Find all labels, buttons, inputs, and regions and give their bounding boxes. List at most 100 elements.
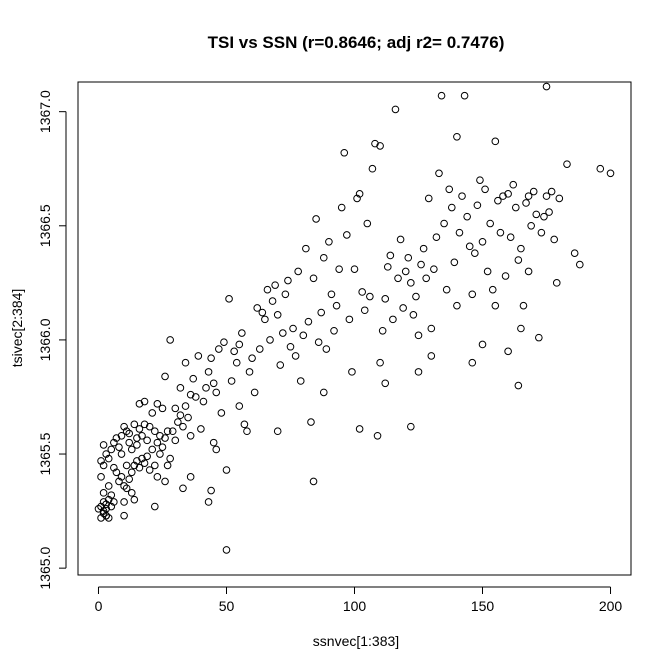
data-point: [133, 441, 141, 449]
data-point: [419, 244, 428, 253]
data-point: [414, 331, 423, 340]
data-point: [122, 427, 131, 436]
data-point: [120, 511, 128, 520]
data-point: [514, 381, 523, 390]
data-point: [117, 431, 126, 440]
data-point: [151, 461, 159, 470]
data-point: [97, 457, 105, 465]
data-point: [115, 443, 123, 451]
data-point: [122, 461, 131, 470]
data-point: [348, 368, 356, 376]
data-point: [435, 169, 443, 178]
data-points: [94, 82, 615, 554]
data-point: [161, 434, 169, 442]
data-point: [107, 502, 116, 511]
data-point: [156, 431, 164, 440]
data-point: [273, 427, 282, 436]
data-point: [437, 91, 446, 100]
data-point: [366, 292, 374, 301]
data-point: [174, 418, 182, 426]
data-point: [552, 279, 561, 287]
data-point: [524, 267, 533, 276]
data-point: [135, 400, 144, 408]
y-tick-label: 1367.0: [37, 90, 53, 133]
data-point: [151, 427, 159, 436]
data-point: [391, 105, 400, 114]
data-point: [504, 190, 512, 198]
data-point: [517, 324, 525, 333]
data-point: [511, 203, 520, 212]
data-point: [332, 301, 341, 310]
data-point: [250, 388, 259, 397]
data-point: [284, 276, 292, 285]
data-point: [127, 489, 136, 497]
data-point: [158, 404, 167, 413]
data-point: [222, 546, 231, 554]
data-point: [442, 285, 451, 294]
data-point: [110, 463, 118, 472]
data-point: [120, 498, 128, 506]
data-point: [481, 185, 489, 194]
data-point: [220, 338, 228, 346]
data-point: [286, 342, 295, 351]
data-point: [430, 265, 438, 273]
data-point: [120, 482, 128, 490]
data-point: [381, 295, 390, 303]
data-point: [450, 258, 459, 267]
data-point: [197, 425, 205, 433]
data-point: [309, 477, 318, 486]
data-point: [97, 514, 105, 522]
data-point: [158, 443, 167, 451]
data-point: [276, 361, 285, 369]
data-point: [453, 132, 461, 141]
data-point: [153, 400, 162, 408]
data-point: [212, 445, 221, 454]
data-point: [389, 315, 397, 324]
data-point: [501, 272, 510, 280]
data-point: [171, 436, 180, 445]
data-point: [127, 445, 136, 454]
data-point: [271, 281, 279, 289]
data-point: [486, 219, 494, 228]
data-point: [258, 308, 267, 317]
data-point: [371, 139, 379, 148]
data-point: [179, 484, 187, 493]
data-point: [161, 372, 169, 381]
data-point: [422, 274, 430, 283]
data-point: [156, 450, 164, 458]
data-point: [110, 438, 118, 447]
data-point: [104, 482, 113, 490]
data-point: [161, 477, 169, 486]
data-point: [212, 388, 221, 397]
data-point: [330, 326, 338, 335]
data-point: [107, 491, 116, 499]
data-point: [458, 192, 466, 200]
data-point: [117, 450, 126, 458]
data-point: [514, 256, 523, 264]
data-point: [238, 329, 246, 337]
data-point: [417, 260, 425, 269]
data-point: [537, 228, 546, 237]
data-point: [138, 454, 146, 463]
data-point: [401, 267, 410, 276]
data-point: [102, 450, 110, 458]
data-point: [181, 358, 190, 367]
data-point: [517, 244, 525, 253]
data-point: [542, 192, 551, 200]
data-point: [476, 176, 484, 184]
data-point: [145, 466, 154, 474]
data-point: [273, 311, 282, 319]
data-point: [110, 498, 118, 506]
data-point: [140, 397, 149, 406]
data-point: [440, 219, 448, 228]
data-point: [143, 452, 151, 461]
data-point: [540, 212, 548, 221]
data-point: [194, 352, 203, 360]
data-point: [125, 438, 134, 447]
data-point: [499, 192, 507, 200]
data-point: [606, 169, 615, 178]
data-point: [363, 219, 372, 228]
data-point: [291, 352, 300, 360]
data-point: [151, 502, 159, 511]
